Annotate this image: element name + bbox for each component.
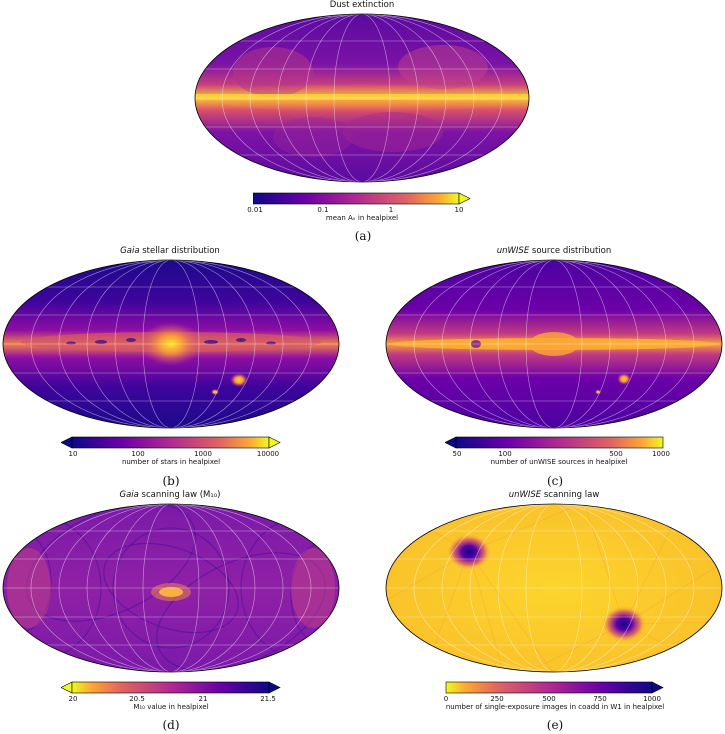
panel-c-tick: 500	[609, 450, 623, 458]
unwise-source-distribution-map	[385, 259, 723, 429]
panel-e-tick: 750	[593, 695, 607, 703]
panel-e-tick: 0	[443, 695, 449, 703]
panel-a-title: Dust extinction	[329, 0, 395, 10]
panel-d-title: Gaia scanning law (M₁₀)	[119, 490, 221, 500]
panel-a-tick: 1	[388, 206, 394, 214]
panel-c-tick: 50	[452, 450, 462, 458]
panel-d-colorbar	[61, 681, 281, 694]
panel-a-tick: 0.1	[317, 206, 329, 214]
panel-e-letter: (e)	[546, 718, 564, 732]
panel-a-colorbar-label: mean Aᵥ in healpixel	[325, 214, 399, 222]
panel-b-colorbar-label: number of stars in healpixel	[121, 458, 221, 466]
panel-e-title: unWISE scanning law	[508, 490, 600, 500]
gaia-scanning-law-map	[2, 503, 340, 673]
panel-a-colorbar	[253, 192, 471, 205]
panel-c-tick: 1000	[652, 450, 670, 458]
panel-d-tick: 21	[198, 695, 208, 703]
unwise-scanning-law-map	[385, 503, 723, 673]
panel-e-tick: 1000	[643, 695, 661, 703]
panel-b-tick: 100	[131, 450, 145, 458]
panel-d-tick: 20.5	[129, 695, 145, 703]
panel-b-tick: 1000	[194, 450, 212, 458]
panel-d-letter: (d)	[162, 718, 180, 732]
panel-a-tick: 10	[454, 206, 464, 214]
panel-b-title: Gaia stellar distribution	[120, 246, 220, 256]
panel-c-letter: (c)	[546, 474, 564, 488]
panel-b-colorbar	[61, 436, 281, 449]
panel-d-tick: 21.5	[260, 695, 276, 703]
panel-b-tick: 10000	[256, 450, 280, 458]
panel-e-tick: 250	[490, 695, 504, 703]
panel-b-letter: (b)	[162, 474, 180, 488]
panel-a-tick: 0.01	[247, 206, 263, 214]
panel-e-colorbar	[445, 681, 664, 694]
panel-e-colorbar-label: number of single-exposure images in coad…	[445, 703, 665, 711]
dust-extinction-map	[194, 13, 530, 183]
gaia-stellar-distribution-map	[2, 259, 340, 429]
panel-c-title: unWISE source distribution	[496, 246, 612, 256]
panel-c-colorbar-label: number of unWISE sources in healpixel	[490, 458, 628, 466]
panel-d-tick: 20	[68, 695, 78, 703]
panel-b-tick: 10	[68, 450, 78, 458]
panel-c-colorbar	[445, 436, 664, 449]
panel-c-tick: 100	[498, 450, 512, 458]
panel-e-tick: 500	[542, 695, 556, 703]
panel-d-colorbar-label: M₁₀ value in healpixel	[133, 703, 209, 711]
panel-a-letter: (a)	[354, 229, 372, 243]
